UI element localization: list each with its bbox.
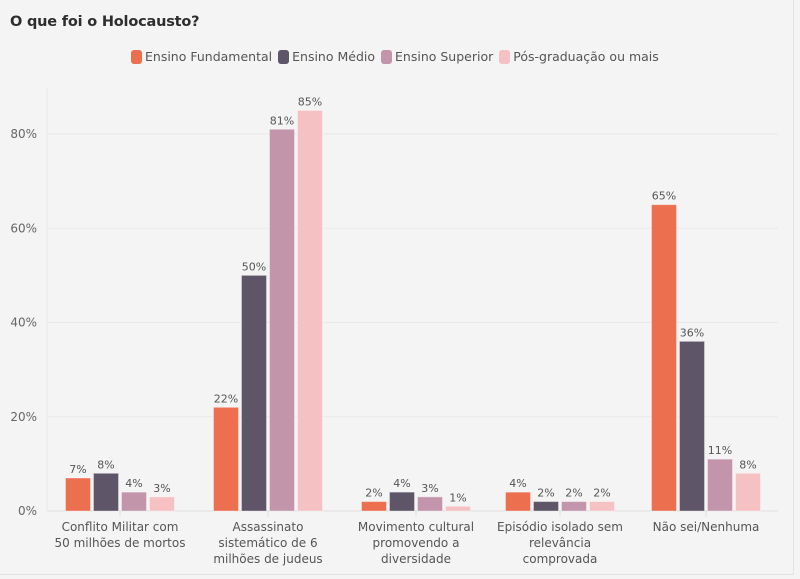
legend-label: Ensino Superior: [395, 49, 494, 64]
legend-item[interactable]: Ensino Superior: [381, 49, 493, 64]
x-category-label: Não sei/Nenhuma: [653, 520, 760, 534]
legend-swatch: [131, 49, 142, 64]
data-label: 8%: [739, 458, 756, 471]
data-label: 4%: [125, 477, 142, 490]
data-label: 7%: [69, 463, 86, 476]
y-tick-label: 80%: [10, 127, 37, 141]
data-label: 3%: [421, 482, 438, 495]
data-label: 8%: [97, 458, 114, 471]
y-tick-label: 20%: [10, 410, 37, 424]
data-label: 4%: [509, 477, 526, 490]
bar: [589, 501, 615, 512]
bar: [269, 128, 295, 512]
data-label: 81%: [270, 114, 294, 127]
x-category-label: Assassinato: [233, 520, 304, 534]
data-label: 85%: [298, 95, 322, 108]
chart-title: O que foi o Holocausto?: [10, 14, 200, 30]
x-category-label: milhões de judeus: [213, 552, 322, 566]
legend-label: Ensino Médio: [292, 49, 376, 64]
y-tick-label: 60%: [10, 221, 37, 235]
data-label: 2%: [537, 487, 554, 500]
bar: [417, 496, 443, 512]
data-label: 50%: [242, 260, 266, 273]
bar: [445, 505, 471, 512]
legend-item[interactable]: Ensino Fundamental: [131, 49, 272, 64]
bar: [533, 501, 559, 512]
bar: [241, 274, 267, 512]
x-category-label: 50 milhões de mortos: [55, 536, 186, 550]
y-tick-label: 0%: [18, 504, 37, 518]
bar: [651, 204, 677, 512]
bar: [389, 491, 415, 512]
bar: [93, 472, 119, 512]
bar: [149, 496, 175, 512]
data-label: 2%: [593, 487, 610, 500]
legend: Ensino Fundamental Ensino Médio Ensino Sup…: [131, 49, 659, 64]
data-label: 2%: [565, 487, 582, 500]
bar: [65, 477, 91, 512]
bar: [361, 501, 387, 512]
legend-label: Pós-graduação ou mais: [513, 49, 659, 64]
data-label: 22%: [214, 392, 238, 405]
data-label: 2%: [365, 487, 382, 500]
x-category-label: diversidade: [381, 552, 451, 566]
legend-label: Ensino Fundamental: [145, 49, 273, 64]
data-label: 3%: [153, 482, 170, 495]
x-category-label: sistemático de 6: [218, 536, 317, 550]
bar: [213, 406, 239, 512]
x-category-label: relevância: [529, 536, 591, 550]
bar: [707, 458, 733, 512]
legend-swatch: [278, 49, 290, 64]
y-tick-label: 40%: [10, 316, 37, 330]
x-category-label: Episódio isolado sem: [497, 520, 623, 534]
bar: [505, 491, 531, 512]
data-label: 1%: [449, 491, 466, 504]
bar: [561, 501, 587, 512]
x-category-label: Movimento cultural: [358, 520, 474, 534]
legend-swatch: [381, 49, 393, 64]
data-label: 65%: [652, 190, 676, 203]
x-category-label: Conflito Militar com: [62, 520, 179, 534]
bar: [121, 491, 147, 512]
x-category-label: comprovada: [523, 552, 598, 566]
bar: [679, 340, 705, 512]
legend-item[interactable]: Pós-graduação ou mais: [499, 49, 659, 64]
data-label: 4%: [393, 477, 410, 490]
data-label: 36%: [680, 326, 704, 339]
x-category-label: promovendo a: [373, 536, 460, 550]
legend-item[interactable]: Ensino Médio: [278, 49, 375, 64]
bar: [297, 109, 323, 512]
legend-swatch: [499, 49, 511, 64]
bar: [735, 472, 761, 512]
data-label: 11%: [708, 444, 732, 457]
